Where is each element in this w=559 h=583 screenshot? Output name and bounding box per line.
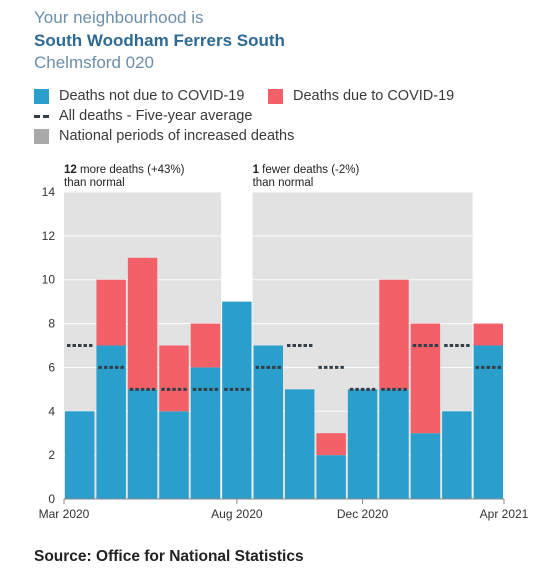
legend-covid-label: Deaths due to COVID-19 xyxy=(293,88,455,104)
bar-non-covid-4 xyxy=(190,367,221,499)
legend-non-covid: Deaths not due to COVID-19 xyxy=(34,88,244,104)
bar-covid-11 xyxy=(410,323,441,434)
legend-covid-swatch xyxy=(268,88,283,104)
bar-covid-2 xyxy=(127,257,158,390)
legend-non-covid-swatch xyxy=(34,88,49,104)
y-tick-label: 6 xyxy=(48,360,55,374)
bar-non-covid-1 xyxy=(96,345,126,499)
bar-non-covid-11 xyxy=(410,433,441,499)
bar-covid-8 xyxy=(316,433,346,456)
y-tick-label: 12 xyxy=(42,229,56,243)
annotation-line1-1: 1 fewer deaths (-2%) xyxy=(253,164,360,176)
legend-non-covid-label: Deaths not due to COVID-19 xyxy=(59,88,245,104)
bar-covid-3 xyxy=(159,345,189,412)
bar-covid-10 xyxy=(379,279,409,390)
annotation-line2-0: than normal xyxy=(64,177,125,189)
x-tick-label: Apr 2021 xyxy=(480,507,529,521)
y-tick-label: 10 xyxy=(42,273,56,287)
bar-non-covid-8 xyxy=(316,455,346,499)
bar-non-covid-3 xyxy=(159,411,189,499)
y-tick-label: 2 xyxy=(48,448,55,462)
bar-non-covid-7 xyxy=(285,389,315,499)
bar-covid-13 xyxy=(473,323,503,346)
y-tick-label: 4 xyxy=(48,404,55,418)
x-tick-label: Dec 2020 xyxy=(337,507,389,521)
legend-average-dash xyxy=(34,114,49,118)
bar-non-covid-5 xyxy=(222,301,252,499)
bar-covid-1 xyxy=(96,279,126,346)
legend-average-label: All deaths - Five-year average xyxy=(59,108,253,124)
bar-covid-4 xyxy=(190,323,221,368)
bar-non-covid-9 xyxy=(347,389,378,499)
bar-non-covid-13 xyxy=(473,345,503,499)
intro-text: Your neighbourhood is xyxy=(34,8,204,27)
source-note: Source: Office for National Statistics xyxy=(34,548,304,565)
bar-non-covid-10 xyxy=(379,389,409,499)
y-tick-label: 14 xyxy=(42,185,56,199)
area-name: South Woodham Ferrers South xyxy=(34,31,285,50)
legend-periods-label: National periods of increased deaths xyxy=(59,128,295,144)
x-tick-label: Aug 2020 xyxy=(211,507,263,521)
y-tick-label: 8 xyxy=(48,317,55,331)
x-tick-label: Mar 2020 xyxy=(39,507,90,521)
bar-non-covid-0 xyxy=(65,411,95,499)
y-tick-label: 0 xyxy=(48,492,55,506)
legend-periods-swatch xyxy=(34,128,49,144)
annotation-line1-0: 12 more deaths (+43%) xyxy=(64,164,185,176)
bar-non-covid-2 xyxy=(127,389,158,499)
bar-non-covid-6 xyxy=(253,345,283,499)
bar-non-covid-12 xyxy=(442,411,472,499)
legend-periods: National periods of increased deaths xyxy=(34,128,294,144)
legend-average: All deaths - Five-year average xyxy=(34,108,252,124)
annotation-line2-1: than normal xyxy=(253,177,314,189)
area-code: Chelmsford 020 xyxy=(34,53,155,72)
legend-covid: Deaths due to COVID-19 xyxy=(268,88,454,104)
